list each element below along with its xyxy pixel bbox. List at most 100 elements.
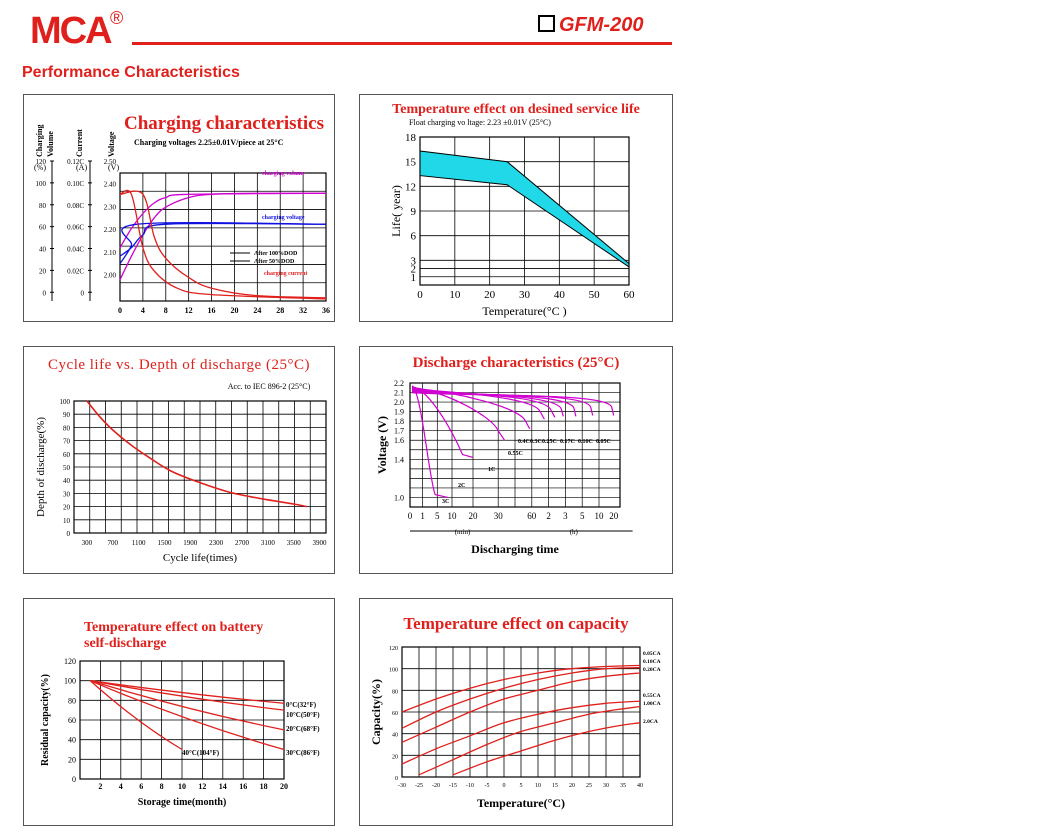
tick-label: -20 [432,783,440,789]
series-label: charging current [264,271,307,277]
tick-label: 10 [449,289,461,301]
tick-label: 6 [139,782,143,791]
tick-label: 0 [67,530,71,538]
registered-mark: ® [110,8,124,28]
tick-label: 0 [81,289,85,297]
series-line [119,189,327,300]
tick-label: 1.4 [394,455,404,464]
tick-label: 20 [230,306,238,315]
plot-frame [119,172,327,302]
tick-label: 20 [484,289,496,301]
chart-charging-svg: Charging characteristics Charging voltage… [34,113,330,315]
tick-label: 24 [253,306,261,315]
tick-label: 35 [620,783,626,789]
series-label: 0.3C [530,439,542,445]
series-line [119,192,327,249]
x-axis-title: Temperature(°C) [477,796,565,810]
series-label: 30°C(86°F) [286,749,320,757]
tick-label: 2.2 [394,379,404,388]
axis-unit: (A) [76,163,87,172]
chart-title: Temperature effect on capacity [403,614,629,633]
tick-label: 3500 [287,539,302,547]
tick-label: 4 [119,782,123,791]
chart-subtitle: Float charging vo ltage: 2.23 ±0.01V (25… [409,118,551,127]
series-label: 1.00CA [643,701,661,707]
tick-label: 2.50 [104,158,117,166]
chart-title: Temperature effect on battery [84,620,263,635]
tick-label: 80 [392,689,398,695]
tick-label: 2.30 [104,203,117,211]
checkbox-icon [538,15,555,32]
tick-label: 1 [411,272,417,284]
tick-label: 20 [39,267,47,275]
tick-label: 6 [411,231,417,243]
legend-label: After 100%DOD [254,251,298,257]
axis-unit: (%) [34,163,46,172]
tick-label: 100 [36,180,47,188]
tick-label: 100 [389,668,398,674]
tick-label: 4 [141,306,145,315]
series-label: 20°C(68°F) [286,725,320,733]
tick-label: 14 [219,782,227,791]
tick-label: 40 [63,477,71,485]
tick-label: 3 [411,255,417,267]
tick-label: 100 [64,677,76,686]
tick-label: 1.7 [394,427,404,436]
chart-service-life-svg: Temperature effect on desined service li… [389,102,640,318]
tick-label: 2.40 [104,181,117,189]
tick-label: 16 [208,306,216,315]
tick-label: 120 [36,158,47,166]
tick-label: 0.10C [67,180,84,188]
tick-label: -30 [398,783,406,789]
tick-label: 1.6 [394,436,404,445]
tick-label: -15 [449,783,457,789]
tick-label: 20 [609,511,619,521]
series-line [119,221,327,265]
series-label: 0.10CA [643,659,661,665]
tick-label: 1100 [132,539,146,547]
series-line [411,386,474,458]
series-label: 0.25C [542,439,557,445]
tick-label: 30 [63,490,71,498]
series-label: 40°C(104°F) [182,749,220,757]
tick-label: 2.1 [394,389,404,398]
series-label: 0.17C [560,439,575,445]
series-line [90,680,285,704]
tick-label: 8 [164,306,168,315]
series-line [411,392,615,416]
tick-label: 20 [280,782,288,791]
tick-label: 80 [39,202,47,210]
series-line [89,680,285,751]
y-axis-title: Depth of discharge(%) [35,417,47,517]
tick-label: 0 [43,289,47,297]
tick-label: 15 [552,783,558,789]
tick-label: 2.0 [394,398,404,407]
chart-charging: Charging characteristics Charging voltage… [23,94,335,322]
tick-label: 2 [546,511,551,521]
tick-label: 20 [392,754,398,760]
series-line [89,680,183,751]
tick-label: 12 [405,181,416,193]
tick-label: 50 [63,464,71,472]
tick-label: 32 [299,306,307,315]
x-axis-title: Discharging time [471,542,559,556]
tick-label: 9 [411,206,417,218]
series-label: 0.55C [508,451,523,457]
tick-label: 10 [448,511,458,521]
tick-label: 120 [64,657,76,666]
axis-title: Current [75,129,84,157]
axis-title: Voltage [107,131,116,157]
tick-label: 80 [68,696,76,705]
tick-label: 2700 [235,539,250,547]
tick-label: -10 [466,783,474,789]
axis-unit: (min) [455,528,471,536]
tick-label: 10 [535,783,541,789]
tick-label: 0 [395,776,398,782]
tick-label: 16 [239,782,247,791]
series-line [452,722,641,776]
chart-title: self-discharge [84,636,166,651]
model-name: GFM-200 [538,14,643,37]
chart-self-discharge-svg: Temperature effect on batteryself-discha… [40,620,320,808]
tick-label: 3100 [261,539,276,547]
x-axis-title: Storage time(month) [138,797,227,808]
